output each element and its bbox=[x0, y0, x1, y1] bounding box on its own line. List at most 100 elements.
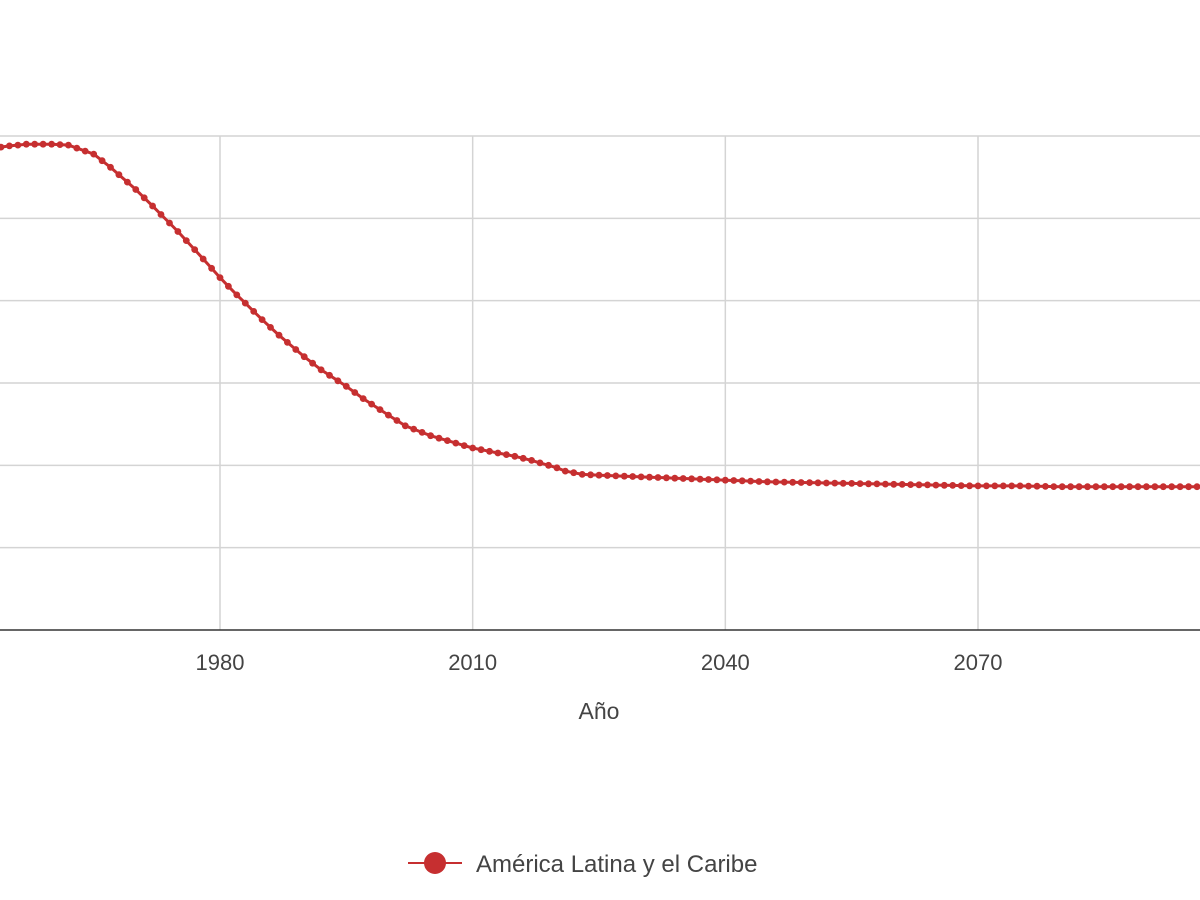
data-point[interactable] bbox=[1075, 483, 1083, 491]
data-point[interactable] bbox=[561, 467, 569, 475]
data-point[interactable] bbox=[174, 228, 182, 235]
data-point[interactable] bbox=[494, 449, 502, 457]
data-point[interactable] bbox=[342, 382, 350, 390]
data-point[interactable] bbox=[511, 452, 519, 460]
data-point[interactable] bbox=[309, 359, 316, 367]
data-point[interactable] bbox=[856, 480, 864, 487]
data-point[interactable] bbox=[528, 457, 535, 464]
data-point[interactable] bbox=[166, 219, 173, 227]
data-point[interactable] bbox=[907, 481, 914, 488]
data-point[interactable] bbox=[452, 439, 460, 447]
data-point[interactable] bbox=[486, 447, 493, 455]
data-point[interactable] bbox=[258, 316, 266, 323]
data-point[interactable] bbox=[300, 353, 308, 361]
data-point[interactable] bbox=[199, 255, 207, 263]
data-point[interactable] bbox=[5, 142, 13, 150]
data-point[interactable] bbox=[865, 480, 872, 488]
data-point[interactable] bbox=[814, 479, 822, 487]
data-point[interactable] bbox=[789, 478, 797, 486]
data-point[interactable] bbox=[587, 471, 594, 479]
data-point[interactable] bbox=[671, 474, 679, 482]
data-point[interactable] bbox=[553, 464, 561, 472]
data-point[interactable] bbox=[376, 406, 384, 413]
data-point[interactable] bbox=[663, 474, 670, 482]
data-point[interactable] bbox=[705, 476, 712, 483]
data-point[interactable] bbox=[292, 346, 300, 353]
data-point[interactable] bbox=[1126, 483, 1133, 491]
data-point[interactable] bbox=[806, 479, 813, 486]
data-point[interactable] bbox=[1008, 482, 1016, 490]
data-point[interactable] bbox=[31, 140, 39, 148]
data-point[interactable] bbox=[1117, 483, 1125, 491]
data-point[interactable] bbox=[831, 479, 839, 487]
data-point[interactable] bbox=[679, 475, 687, 482]
data-point[interactable] bbox=[14, 141, 22, 149]
data-point[interactable] bbox=[839, 479, 847, 487]
data-point[interactable] bbox=[957, 482, 965, 489]
data-point[interactable] bbox=[39, 140, 47, 148]
data-point[interactable] bbox=[477, 446, 485, 454]
data-point[interactable] bbox=[385, 411, 392, 419]
data-point[interactable] bbox=[317, 366, 325, 374]
data-point[interactable] bbox=[780, 478, 788, 486]
data-point[interactable] bbox=[233, 291, 241, 299]
data-point[interactable] bbox=[65, 141, 72, 149]
data-point[interactable] bbox=[157, 211, 165, 218]
data-point[interactable] bbox=[427, 432, 434, 440]
data-point[interactable] bbox=[1025, 482, 1032, 490]
data-point[interactable] bbox=[772, 478, 780, 486]
data-point[interactable] bbox=[797, 479, 805, 486]
data-point[interactable] bbox=[435, 434, 443, 442]
data-point[interactable] bbox=[1168, 483, 1176, 491]
data-point[interactable] bbox=[713, 476, 721, 484]
data-point[interactable] bbox=[359, 395, 367, 402]
data-point[interactable] bbox=[747, 477, 754, 485]
data-point[interactable] bbox=[250, 308, 258, 315]
data-point[interactable] bbox=[1134, 483, 1142, 491]
data-point[interactable] bbox=[368, 400, 375, 408]
data-point[interactable] bbox=[107, 163, 114, 171]
data-point[interactable] bbox=[0, 143, 5, 151]
data-point[interactable] bbox=[115, 171, 123, 179]
data-point[interactable] bbox=[882, 480, 889, 488]
data-point[interactable] bbox=[149, 202, 157, 210]
data-point[interactable] bbox=[873, 480, 881, 488]
data-point[interactable] bbox=[696, 475, 704, 483]
data-point[interactable] bbox=[22, 140, 30, 148]
data-point[interactable] bbox=[1042, 483, 1049, 490]
data-point[interactable] bbox=[570, 469, 578, 477]
data-point[interactable] bbox=[98, 157, 106, 165]
data-point[interactable] bbox=[637, 473, 645, 481]
data-point[interactable] bbox=[1109, 483, 1117, 491]
data-point[interactable] bbox=[932, 481, 940, 489]
data-point[interactable] bbox=[334, 377, 342, 385]
data-point[interactable] bbox=[966, 482, 973, 490]
data-point[interactable] bbox=[646, 473, 653, 481]
data-point[interactable] bbox=[1185, 483, 1192, 491]
data-point[interactable] bbox=[991, 482, 999, 490]
data-point[interactable] bbox=[1016, 482, 1024, 490]
data-point[interactable] bbox=[848, 480, 856, 487]
data-point[interactable] bbox=[225, 282, 232, 290]
data-point[interactable] bbox=[915, 481, 923, 489]
data-point[interactable] bbox=[823, 479, 830, 487]
data-point[interactable] bbox=[595, 471, 603, 479]
data-point[interactable] bbox=[140, 194, 148, 202]
data-point[interactable] bbox=[721, 476, 729, 484]
data-point[interactable] bbox=[755, 478, 763, 485]
data-point[interactable] bbox=[1100, 483, 1108, 491]
data-point[interactable] bbox=[410, 425, 418, 433]
data-point[interactable] bbox=[216, 274, 224, 281]
data-point[interactable] bbox=[267, 324, 274, 331]
data-point[interactable] bbox=[1151, 483, 1159, 491]
data-point[interactable] bbox=[401, 422, 409, 430]
data-point[interactable] bbox=[890, 480, 898, 488]
data-point[interactable] bbox=[974, 482, 982, 490]
data-point[interactable] bbox=[1050, 483, 1058, 490]
data-point[interactable] bbox=[393, 417, 401, 424]
data-point[interactable] bbox=[418, 429, 426, 436]
data-point[interactable] bbox=[620, 472, 628, 480]
data-point[interactable] bbox=[241, 299, 249, 307]
data-point[interactable] bbox=[182, 237, 190, 245]
data-point[interactable] bbox=[1143, 483, 1150, 491]
